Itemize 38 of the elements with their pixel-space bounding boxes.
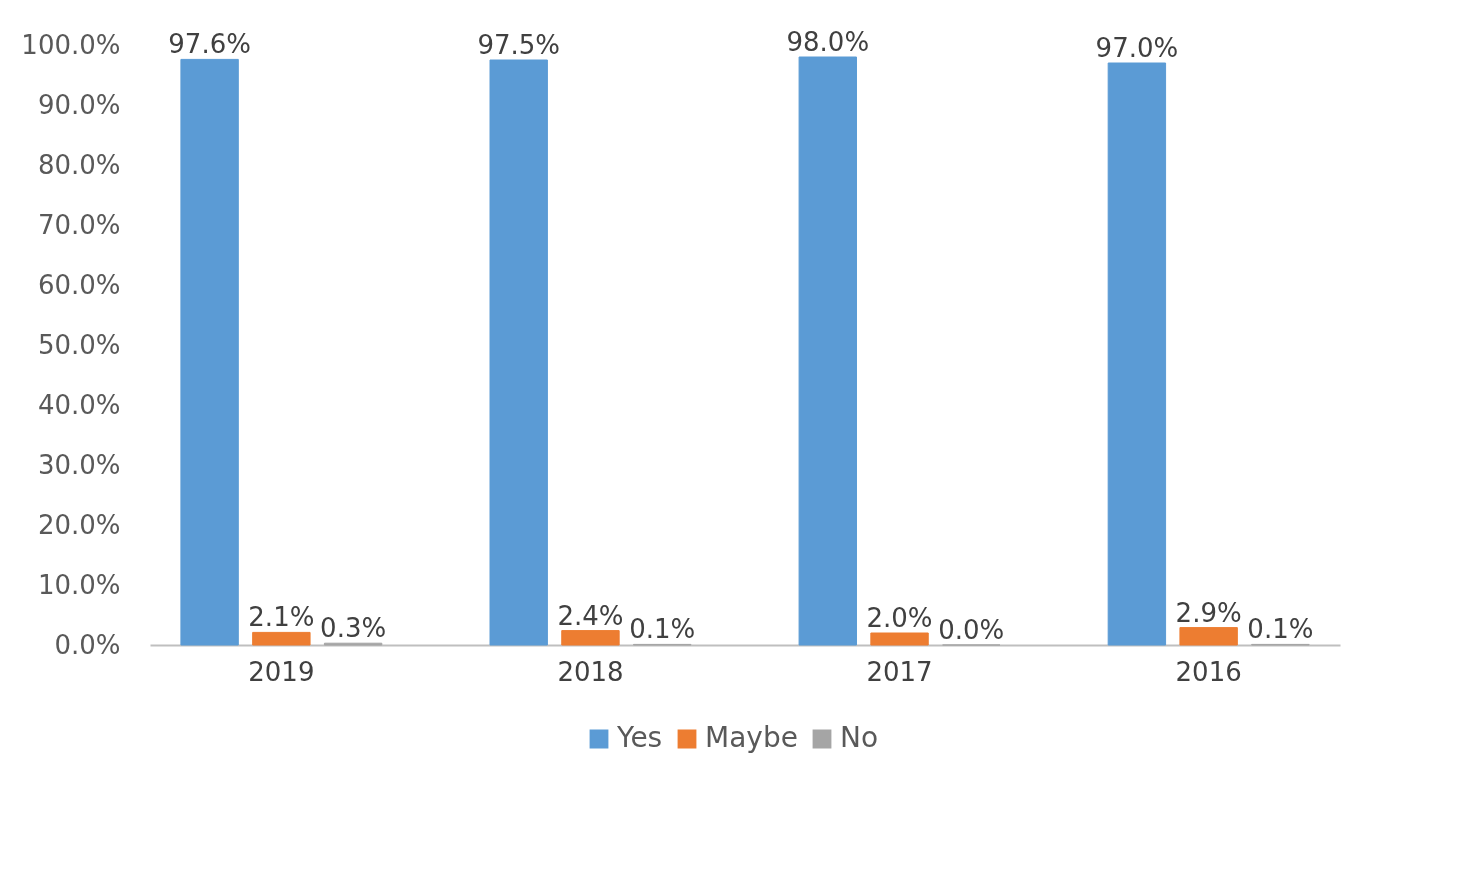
data-label: 0.0% <box>938 615 1005 645</box>
bar <box>870 632 929 646</box>
data-label: 0.1% <box>629 614 696 645</box>
bar <box>180 58 239 646</box>
x-tick-label: 2017 <box>866 656 933 687</box>
bar <box>489 59 548 646</box>
data-label: 0.3% <box>320 613 387 644</box>
data-label: 97.0% <box>1095 33 1179 63</box>
y-tick-label: 90.0% <box>37 89 121 120</box>
x-tick-label: 2018 <box>557 656 624 687</box>
data-label: 2.9% <box>1175 597 1242 628</box>
data-label: 0.1% <box>1247 614 1314 645</box>
bar <box>561 630 620 646</box>
y-tick-label: 70.0% <box>37 209 121 240</box>
x-tick-label: 2016 <box>1175 656 1242 687</box>
x-tick-label: 2019 <box>248 656 315 687</box>
bar <box>252 631 311 646</box>
y-tick-label: 40.0% <box>37 389 121 420</box>
legend-label: Maybe <box>705 721 798 754</box>
y-tick-label: 80.0% <box>37 149 121 180</box>
legend-label: No <box>840 721 879 754</box>
y-tick-label: 50.0% <box>37 329 121 360</box>
data-label: 98.0% <box>786 27 870 57</box>
y-tick-label: 100.0% <box>21 29 121 60</box>
bar <box>1179 627 1238 646</box>
data-label: 97.6% <box>168 29 251 60</box>
y-tick-label: 10.0% <box>37 569 121 600</box>
bar <box>798 56 857 646</box>
y-tick-label: 20.0% <box>37 509 121 540</box>
bar <box>1107 62 1167 646</box>
y-tick-label: 60.0% <box>37 269 121 300</box>
y-tick-label: 0.0% <box>54 629 121 660</box>
data-label: 2.0% <box>866 603 933 633</box>
data-label: 97.5% <box>477 30 561 60</box>
y-tick-label: 30.0% <box>37 449 121 480</box>
data-label: 2.1% <box>248 602 315 633</box>
legend-label: Yes <box>616 721 663 754</box>
data-label: 2.4% <box>557 600 624 631</box>
